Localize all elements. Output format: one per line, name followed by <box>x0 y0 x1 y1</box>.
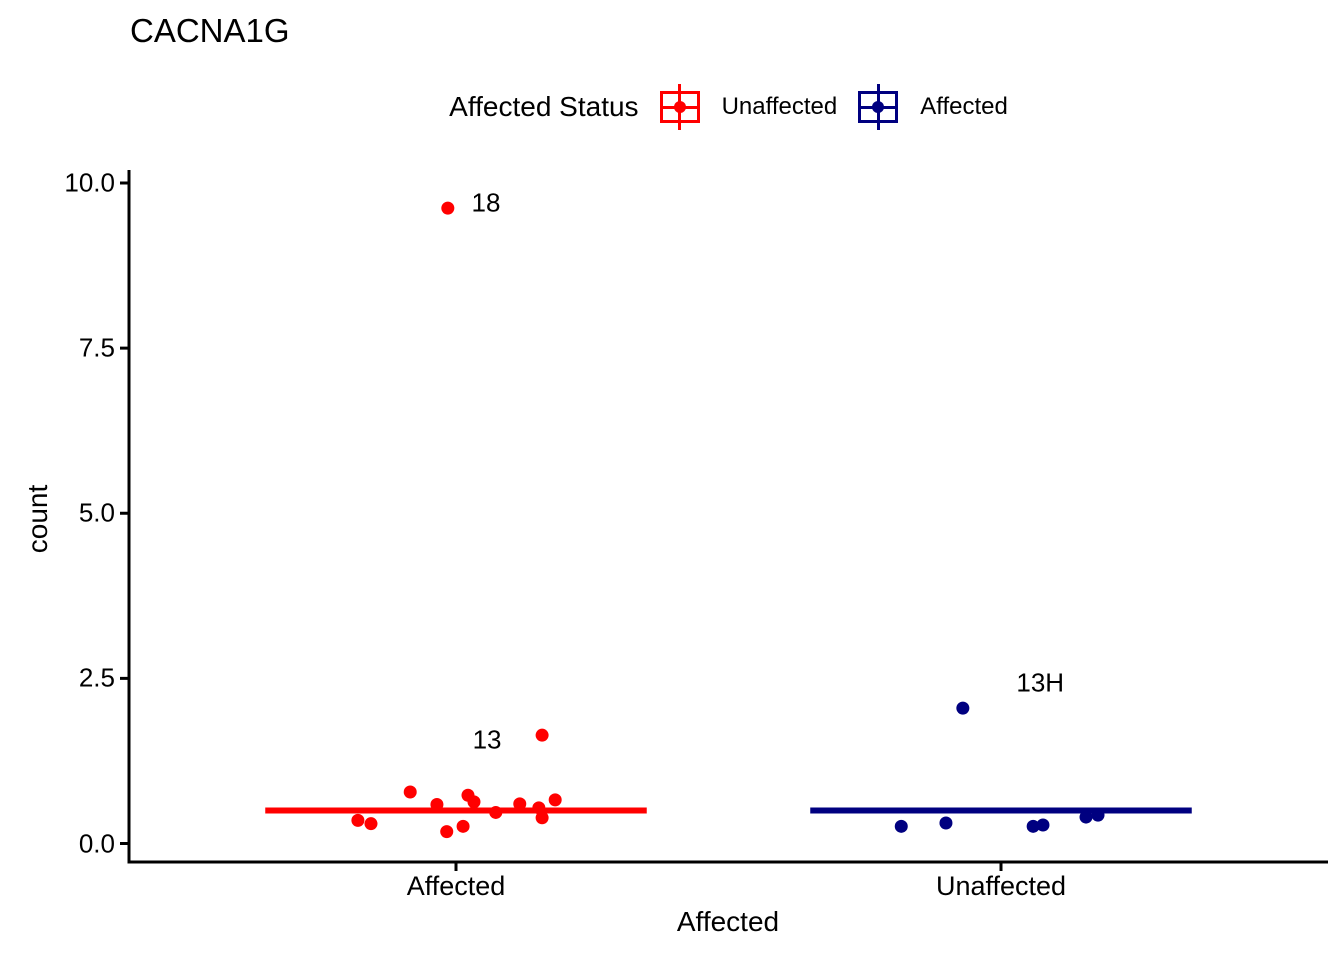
legend-title: Affected Status <box>449 91 639 122</box>
legend-item: Unaffected <box>659 84 838 130</box>
data-point <box>430 798 444 812</box>
data-point <box>456 819 470 833</box>
y-tick-label: 7.5 <box>78 332 115 363</box>
data-point <box>467 795 481 809</box>
legend-item-label: Unaffected <box>721 93 838 120</box>
data-point <box>548 793 562 807</box>
y-tick-label: 2.5 <box>78 662 115 693</box>
point-label: 18 <box>471 187 501 218</box>
chart-title: CACNA1G <box>130 12 290 49</box>
data-point <box>532 801 546 815</box>
point-label: 13H <box>1016 667 1065 698</box>
legend: Affected Status Unaffected Affected <box>129 84 1328 130</box>
data-point <box>535 811 549 825</box>
legend-key-crossbar-icon <box>659 84 700 130</box>
data-point <box>894 819 908 833</box>
data-point <box>1026 819 1040 833</box>
legend-item-label: Affected <box>920 93 1008 120</box>
data-point <box>489 805 503 819</box>
data-point <box>364 817 378 831</box>
y-tick-label: 5.0 <box>78 497 115 528</box>
data-point <box>351 813 365 827</box>
data-point <box>403 785 417 799</box>
data-point <box>535 728 549 742</box>
x-axis-title: Affected <box>676 906 780 937</box>
data-point <box>513 797 527 811</box>
y-tick-label: 0.0 <box>78 828 115 858</box>
legend-key-crossbar-icon <box>858 84 899 130</box>
legend-key-dot <box>872 101 885 113</box>
point-label: 13 <box>472 724 502 755</box>
legend-key-dot <box>673 101 686 113</box>
data-point <box>956 701 970 715</box>
data-point <box>1091 808 1105 822</box>
data-point <box>441 201 455 215</box>
y-tick-label: 10.0 <box>64 167 115 198</box>
x-category-label: Unaffected <box>935 871 1067 901</box>
data-point <box>939 816 953 830</box>
legend-item: Affected <box>858 84 1008 130</box>
x-category-label: Affected <box>406 871 506 901</box>
data-point <box>440 825 454 839</box>
data-point <box>1079 810 1093 824</box>
data-point <box>1036 818 1050 832</box>
